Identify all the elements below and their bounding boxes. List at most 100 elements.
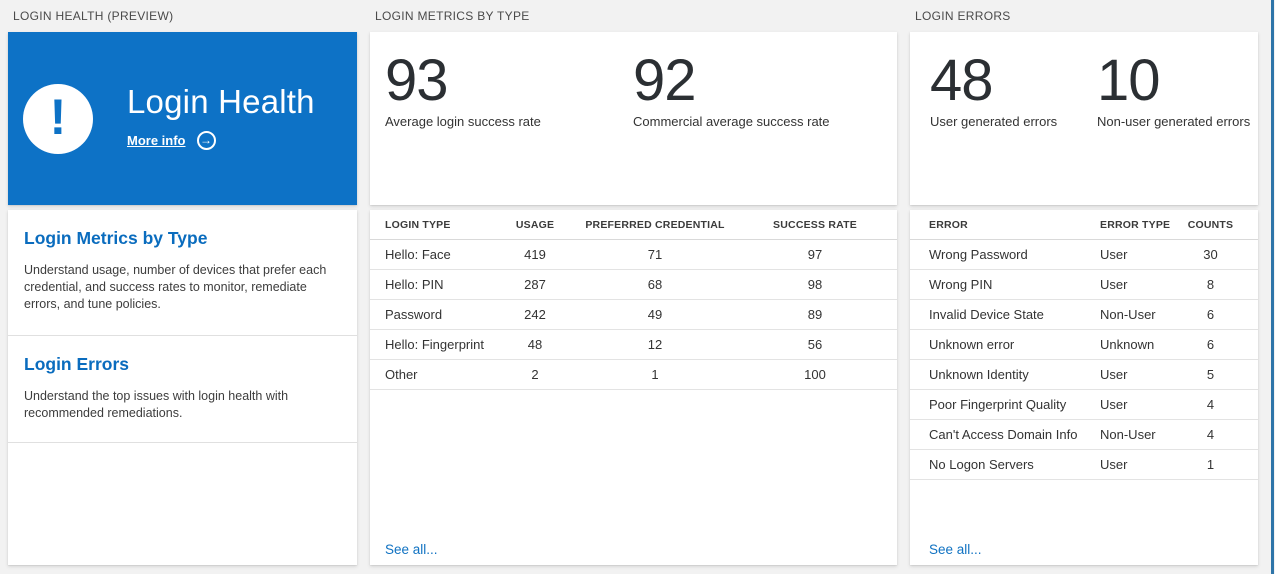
table-cell: 30 [1203, 247, 1218, 262]
metrics-description-section: Login Metrics by Type Understand usage, … [8, 210, 357, 336]
login-errors-table-card: ERROR ERROR TYPE COUNTS Wrong Password Us… [910, 210, 1258, 565]
table-cell: Poor Fingerprint Quality [929, 397, 1067, 412]
table-cell: 68 [647, 277, 663, 292]
stat-value: 48 [930, 48, 994, 113]
table-cell: 6 [1206, 337, 1215, 352]
table-cell: User [1100, 397, 1128, 412]
stats-row: 93 Average login success rate 92 Commerc… [370, 32, 897, 130]
table-cell: Wrong Password [929, 247, 1028, 262]
table-cell: 242 [524, 307, 546, 322]
stat-label: Commercial average success rate [633, 114, 830, 129]
errors-section-title[interactable]: Login Errors [24, 354, 130, 374]
metrics-section-title[interactable]: Login Metrics by Type [24, 228, 208, 248]
stat-label: User generated errors [930, 114, 1058, 129]
tile-text: Login Health More info → [127, 82, 315, 150]
table-cell: 2 [531, 367, 539, 382]
table-cell: Other [385, 367, 418, 382]
table-cell: 98 [807, 277, 823, 292]
column-header: PREFERRED CREDENTIAL [585, 218, 725, 231]
more-info-link[interactable]: More info [127, 132, 186, 148]
table-cell: 287 [524, 277, 546, 292]
stat-non-user-generated-errors: 10 Non-user generated errors [1097, 48, 1251, 130]
more-info-row: More info → [127, 130, 315, 150]
login-errors-section-header: LOGIN ERRORS [915, 9, 1011, 23]
table-row: Hello: Face 419 71 97 [370, 240, 897, 270]
arrow-right-circle-icon[interactable]: → [196, 130, 216, 150]
stat-commercial-success-rate: 92 Commercial average success rate [633, 48, 830, 130]
alert-icon: ! [23, 84, 93, 154]
table-cell: 8 [1206, 277, 1215, 292]
table-row: Unknown error Unknown 6 [910, 330, 1258, 360]
stat-label: Non-user generated errors [1097, 114, 1251, 129]
table-row: Hello: Fingerprint 48 12 56 [370, 330, 897, 360]
login-metrics-table-card: LOGIN TYPE USAGE PREFERRED CREDENTIAL SU… [370, 210, 897, 565]
table-cell: 49 [647, 307, 663, 322]
login-errors-table: Wrong Password User 30 Wrong PIN User 8 Invali… [910, 240, 1258, 480]
column-header: LOGIN TYPE [385, 218, 451, 231]
table-row: Unknown Identity User 5 [910, 360, 1258, 390]
stat-value: 10 [1097, 48, 1161, 113]
column-header: ERROR [929, 218, 968, 231]
table-cell: User [1100, 367, 1128, 382]
stat-label: Average login success rate [385, 114, 541, 129]
login-health-section-header: LOGIN HEALTH (PREVIEW) [13, 9, 174, 23]
column-header: COUNTS [1187, 218, 1234, 231]
table-cell: Hello: Fingerprint [385, 337, 484, 352]
table-cell: User [1100, 247, 1128, 262]
table-cell: User [1100, 277, 1128, 292]
table-cell: Non-User [1100, 307, 1156, 322]
table-cell: Can't Access Domain Info [929, 427, 1078, 442]
table-cell: 4 [1206, 427, 1215, 442]
table-cell: 12 [647, 337, 663, 352]
login-errors-stats-card: 48 User generated errors 10 Non-user gen… [910, 32, 1258, 205]
table-row: No Logon Servers User 1 [910, 450, 1258, 480]
table-header-row: ERROR ERROR TYPE COUNTS [910, 210, 1258, 240]
table-cell: 419 [524, 247, 546, 262]
stats-row: 48 User generated errors 10 Non-user gen… [910, 32, 1258, 130]
table-cell: Unknown Identity [929, 367, 1029, 382]
table-cell: 89 [807, 307, 823, 322]
table-cell: Unknown [1100, 337, 1155, 352]
table-cell: Wrong PIN [929, 277, 993, 292]
table-cell: Non-User [1100, 427, 1156, 442]
see-all-link-metrics[interactable]: See all... [385, 542, 438, 557]
table-cell: 4 [1206, 397, 1215, 412]
table-cell: 5 [1206, 367, 1215, 382]
login-health-description-card: Login Metrics by Type Understand usage, … [8, 210, 357, 565]
login-metrics-table: Hello: Face 419 71 97 Hello: PIN 287 68 98 Passw… [370, 240, 897, 390]
table-cell: 6 [1206, 307, 1215, 322]
table-row: Other 2 1 100 [370, 360, 897, 390]
stat-average-success-rate: 93 Average login success rate [385, 48, 633, 130]
table-cell: 48 [527, 337, 543, 352]
table-cell: 1 [651, 367, 659, 382]
table-row: Invalid Device State Non-User 6 [910, 300, 1258, 330]
stat-user-generated-errors: 48 User generated errors [930, 48, 1097, 130]
login-metrics-column: LOGIN METRICS BY TYPE 93 Average login s… [370, 0, 897, 574]
login-health-tile[interactable]: ! Login Health More info → [8, 32, 357, 205]
table-cell: 1 [1206, 457, 1215, 472]
column-header: SUCCESS RATE [773, 218, 857, 231]
stat-value: 93 [385, 48, 449, 113]
login-errors-column: LOGIN ERRORS 48 User generated errors 10… [910, 0, 1258, 574]
login-metrics-section-header: LOGIN METRICS BY TYPE [375, 9, 530, 23]
table-cell: User [1100, 457, 1128, 472]
tile-title: Login Health [127, 83, 315, 120]
table-row: Poor Fingerprint Quality User 4 [910, 390, 1258, 420]
table-cell: Unknown error [929, 337, 1015, 352]
column-header: ERROR TYPE [1100, 218, 1171, 231]
table-cell: Hello: Face [385, 247, 451, 262]
errors-section-description: Understand the top issues with login hea… [24, 389, 289, 420]
errors-description-section: Login Errors Understand the top issues w… [8, 336, 357, 443]
table-cell: 56 [807, 337, 823, 352]
table-cell: 71 [647, 247, 663, 262]
login-health-column: LOGIN HEALTH (PREVIEW) ! Login Health Mo… [8, 0, 357, 574]
table-row: Can't Access Domain Info Non-User 4 [910, 420, 1258, 450]
stat-value: 92 [633, 48, 697, 113]
table-cell: Hello: PIN [385, 277, 444, 292]
table-cell: Password [385, 307, 443, 322]
table-cell: No Logon Servers [929, 457, 1034, 472]
table-row: Wrong PIN User 8 [910, 270, 1258, 300]
table-cell: Invalid Device State [929, 307, 1044, 322]
table-row: Hello: PIN 287 68 98 [370, 270, 897, 300]
see-all-link-errors[interactable]: See all... [929, 542, 982, 557]
